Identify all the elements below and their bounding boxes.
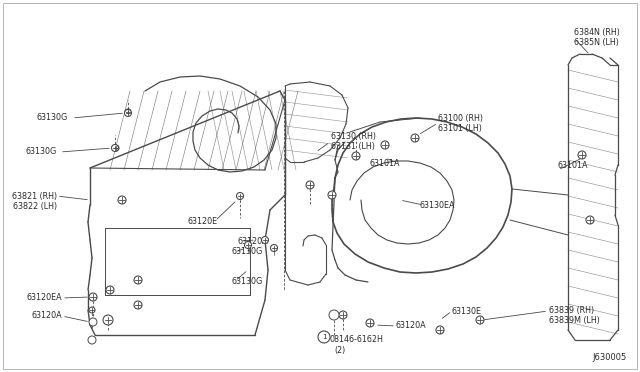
Circle shape <box>436 326 444 334</box>
Text: 63120A: 63120A <box>237 237 268 246</box>
Text: 63120A: 63120A <box>396 321 427 330</box>
Text: 1: 1 <box>322 334 326 340</box>
Circle shape <box>89 293 97 301</box>
Circle shape <box>329 310 339 320</box>
Circle shape <box>113 145 119 151</box>
Circle shape <box>89 318 97 326</box>
Text: 63120E: 63120E <box>188 217 218 225</box>
Circle shape <box>125 109 131 116</box>
Text: 63821 (RH): 63821 (RH) <box>12 192 57 201</box>
Circle shape <box>586 216 594 224</box>
Text: 63130G: 63130G <box>36 113 68 122</box>
Text: 63100 (RH): 63100 (RH) <box>438 113 483 122</box>
Text: 63120EA: 63120EA <box>26 294 62 302</box>
Text: 63130EA: 63130EA <box>420 201 456 209</box>
Circle shape <box>411 134 419 142</box>
Text: 63130G: 63130G <box>232 247 263 257</box>
Text: 63131 (LH): 63131 (LH) <box>331 142 375 151</box>
Text: 63839M (LH): 63839M (LH) <box>549 317 600 326</box>
Circle shape <box>89 307 95 313</box>
Circle shape <box>381 141 389 149</box>
Circle shape <box>244 241 252 248</box>
Circle shape <box>118 196 126 204</box>
Text: 63101 (LH): 63101 (LH) <box>438 124 482 132</box>
Text: 63130 (RH): 63130 (RH) <box>331 132 376 141</box>
Circle shape <box>318 331 330 343</box>
Circle shape <box>103 315 113 325</box>
Text: 63130G: 63130G <box>232 276 263 285</box>
Text: 63120A: 63120A <box>31 311 62 321</box>
Circle shape <box>106 286 114 294</box>
Circle shape <box>271 244 278 251</box>
Circle shape <box>352 152 360 160</box>
Circle shape <box>339 311 347 319</box>
Text: 63130G: 63130G <box>26 148 57 157</box>
Text: 63130E: 63130E <box>451 307 481 315</box>
Circle shape <box>88 336 96 344</box>
Circle shape <box>306 181 314 189</box>
Circle shape <box>328 191 336 199</box>
Circle shape <box>366 319 374 327</box>
Circle shape <box>134 276 142 284</box>
Text: 63101A: 63101A <box>369 158 400 167</box>
Circle shape <box>134 301 142 309</box>
Circle shape <box>262 237 269 244</box>
Circle shape <box>578 151 586 159</box>
Text: J630005: J630005 <box>593 353 627 362</box>
Text: 63839 (RH): 63839 (RH) <box>549 307 594 315</box>
Text: 63101A: 63101A <box>558 161 589 170</box>
Circle shape <box>476 316 484 324</box>
Text: 6384N (RH): 6384N (RH) <box>574 29 620 38</box>
Circle shape <box>111 144 118 151</box>
Text: (2): (2) <box>334 346 345 355</box>
Text: 63822 (LH): 63822 (LH) <box>13 202 57 211</box>
Circle shape <box>237 192 243 199</box>
Text: 6385N (LH): 6385N (LH) <box>574 38 619 48</box>
Circle shape <box>125 109 131 115</box>
Text: 08146-6162H: 08146-6162H <box>330 334 384 343</box>
